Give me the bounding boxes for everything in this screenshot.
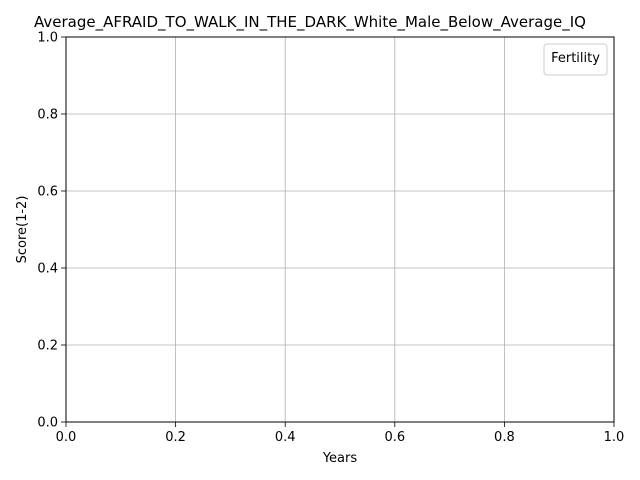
legend: Fertility [543,43,608,76]
y-tick-label: 0.8 [37,108,58,123]
legend-title: Fertility [551,51,600,66]
x-tick-label: 0.4 [275,430,296,445]
chart-title: Average_AFRAID_TO_WALK_IN_THE_DARK_White… [34,13,586,32]
x-tick-label: 0.0 [56,430,77,445]
y-axis-label: Score(1-2) [15,196,30,264]
y-tick-label: 0.6 [37,185,58,200]
x-axis-label: Years [322,451,358,466]
axis-ticks: 0.0 0.2 0.4 0.6 0.8 1.0 0.0 0.2 0.4 0.6 0.8 1.0 [37,31,624,446]
y-tick-label: 0.0 [37,416,58,431]
x-tick-label: 0.6 [384,430,405,445]
y-tick-label: 0.4 [37,262,58,277]
legend-box [543,43,608,76]
grid-lines [65,36,615,423]
x-tick-label: 0.8 [494,430,515,445]
x-tick-label: 1.0 [604,430,625,445]
plot-area-frame [65,36,615,423]
y-tick-label: 1.0 [37,31,58,46]
y-tick-label: 0.2 [37,339,58,354]
x-tick-label: 0.2 [165,430,186,445]
